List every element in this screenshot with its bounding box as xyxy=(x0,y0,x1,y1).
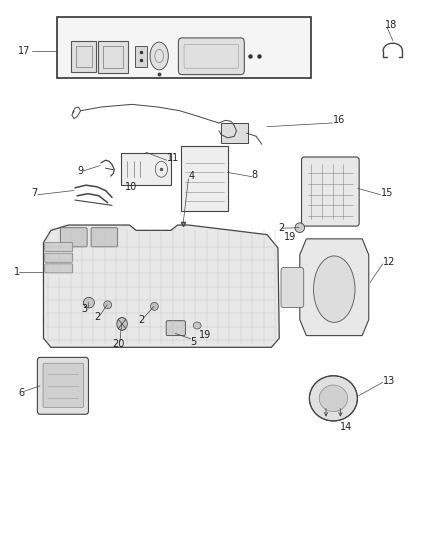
Text: 17: 17 xyxy=(18,46,31,56)
Ellipse shape xyxy=(314,256,355,322)
Polygon shape xyxy=(43,225,279,348)
Ellipse shape xyxy=(319,385,348,411)
Polygon shape xyxy=(300,239,369,336)
Text: 9: 9 xyxy=(77,166,83,176)
Ellipse shape xyxy=(150,42,168,70)
Text: 2: 2 xyxy=(278,223,284,233)
Ellipse shape xyxy=(150,302,158,310)
FancyBboxPatch shape xyxy=(45,253,73,262)
FancyBboxPatch shape xyxy=(178,38,244,75)
FancyBboxPatch shape xyxy=(43,364,84,407)
Text: 6: 6 xyxy=(18,388,24,398)
Ellipse shape xyxy=(295,223,304,232)
Text: 20: 20 xyxy=(112,338,124,349)
Text: 4: 4 xyxy=(188,171,194,181)
FancyBboxPatch shape xyxy=(135,46,148,67)
FancyBboxPatch shape xyxy=(121,154,171,185)
Text: 13: 13 xyxy=(383,376,395,386)
Ellipse shape xyxy=(104,301,112,309)
FancyBboxPatch shape xyxy=(37,358,88,414)
Text: 3: 3 xyxy=(81,304,88,314)
FancyBboxPatch shape xyxy=(71,41,96,72)
Text: 15: 15 xyxy=(381,188,393,198)
Text: 19: 19 xyxy=(284,232,296,243)
Text: 12: 12 xyxy=(383,257,395,267)
FancyBboxPatch shape xyxy=(281,268,304,308)
FancyBboxPatch shape xyxy=(45,264,73,273)
FancyBboxPatch shape xyxy=(181,146,228,211)
FancyBboxPatch shape xyxy=(57,17,311,78)
Text: 16: 16 xyxy=(332,115,345,125)
FancyBboxPatch shape xyxy=(221,123,248,143)
FancyBboxPatch shape xyxy=(60,228,87,247)
Text: 10: 10 xyxy=(125,182,138,192)
Text: 14: 14 xyxy=(339,422,352,432)
FancyBboxPatch shape xyxy=(91,228,118,247)
Text: 19: 19 xyxy=(199,329,212,340)
FancyBboxPatch shape xyxy=(301,157,359,226)
Ellipse shape xyxy=(117,318,127,330)
Text: 1: 1 xyxy=(14,267,20,277)
Text: 7: 7 xyxy=(31,188,38,198)
Ellipse shape xyxy=(193,322,201,329)
Text: 5: 5 xyxy=(191,337,197,347)
Ellipse shape xyxy=(309,376,357,421)
FancyBboxPatch shape xyxy=(166,321,185,336)
FancyBboxPatch shape xyxy=(99,41,128,73)
Text: 2: 2 xyxy=(95,312,101,322)
Text: 8: 8 xyxy=(252,170,258,180)
Ellipse shape xyxy=(83,297,94,308)
Text: 11: 11 xyxy=(166,152,179,163)
Text: 2: 2 xyxy=(138,314,145,325)
FancyBboxPatch shape xyxy=(45,243,73,252)
Text: 18: 18 xyxy=(385,20,397,30)
